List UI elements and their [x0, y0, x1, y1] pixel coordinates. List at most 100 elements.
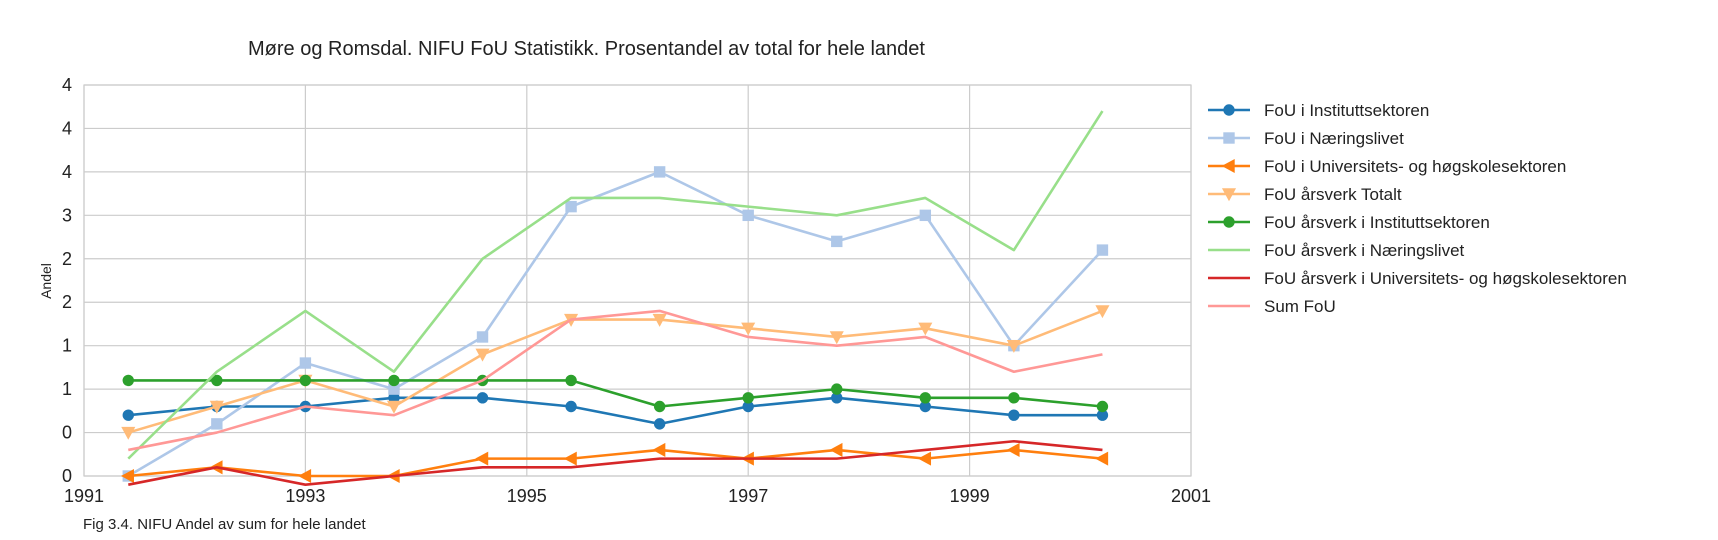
- data-point: [1008, 392, 1020, 404]
- y-tick-label: 3: [62, 205, 72, 225]
- x-tick-label: 1995: [507, 486, 547, 506]
- data-point: [299, 374, 312, 387]
- x-tick-label: 1997: [728, 486, 768, 506]
- legend-item: Sum FoU: [1208, 297, 1336, 316]
- legend-marker: [1223, 104, 1235, 116]
- data-point: [919, 209, 932, 222]
- legend-item: FoU årsverk Totalt: [1208, 185, 1402, 204]
- data-point: [918, 322, 933, 336]
- y-tick-label: 4: [62, 75, 72, 95]
- data-point: [742, 209, 754, 222]
- series-line: [127, 309, 1103, 434]
- series-6: [127, 110, 1104, 460]
- data-point: [475, 348, 490, 362]
- data-point: [476, 392, 489, 404]
- series-layer: [121, 110, 1110, 486]
- tick-labels: 1991 1993 1995 1997 1999 2001 0 0 1 1 2 2 3 4 4 4: [62, 75, 1211, 506]
- y-tick-label: 4: [62, 118, 72, 138]
- data-point: [1096, 244, 1109, 256]
- legend-label: FoU årsverk i Næringslivet: [1264, 241, 1465, 260]
- series-line: [128, 309, 1103, 452]
- x-tick-label: 1999: [950, 486, 990, 506]
- figure-caption: Fig 3.4. NIFU Andel av sum for hele land…: [83, 516, 366, 533]
- series-7: [128, 439, 1103, 486]
- data-point: [653, 166, 666, 178]
- legend-item: FoU i Universitets- og høgskolesektoren: [1208, 157, 1566, 176]
- legend-label: FoU årsverk Totalt: [1264, 185, 1402, 204]
- data-point: [298, 468, 312, 484]
- y-axis-label: Andel: [38, 263, 54, 299]
- legend-label: FoU årsverk i Instituttsektoren: [1264, 213, 1490, 232]
- legend-marker: [1223, 132, 1235, 144]
- legend-label: FoU i Universitets- og høgskolesektoren: [1264, 157, 1566, 176]
- data-point: [829, 331, 844, 345]
- legend-item: FoU årsverk i Instituttsektoren: [1208, 213, 1490, 232]
- data-point: [122, 409, 134, 421]
- data-point: [831, 235, 843, 248]
- x-tick-label: 1991: [64, 486, 104, 506]
- data-point: [209, 400, 224, 414]
- data-point: [1096, 400, 1109, 413]
- legend-label: FoU i Næringslivet: [1264, 129, 1404, 148]
- series-line: [127, 110, 1104, 460]
- y-tick-label: 4: [62, 162, 72, 182]
- chart-title: Møre og Romsdal. NIFU FoU Statistikk. Pr…: [248, 38, 925, 60]
- legend-item: FoU i Næringslivet: [1208, 129, 1404, 148]
- data-point: [565, 200, 577, 213]
- data-point: [299, 357, 312, 369]
- x-tick-label: 1993: [285, 486, 325, 506]
- grid: [83, 84, 1192, 477]
- data-point: [121, 468, 134, 484]
- data-point: [653, 400, 666, 413]
- data-point: [652, 442, 666, 457]
- data-point: [829, 442, 843, 457]
- legend-marker: [1221, 158, 1235, 174]
- data-point: [1008, 409, 1020, 421]
- y-tick-label: 1: [62, 336, 72, 356]
- legend-label: FoU årsverk i Universitets- og høgskoles…: [1264, 269, 1627, 288]
- legend-item: FoU i Instituttsektoren: [1208, 101, 1429, 120]
- series-line: [128, 439, 1103, 486]
- series-8: [128, 309, 1103, 452]
- data-point: [211, 418, 223, 430]
- series-line: [128, 396, 1103, 426]
- data-point: [475, 451, 489, 466]
- x-tick-label: 2001: [1171, 486, 1211, 506]
- series-3: [121, 442, 1109, 484]
- data-point: [386, 400, 402, 414]
- series-line: [127, 170, 1104, 478]
- series-line: [128, 379, 1103, 408]
- data-point: [388, 374, 400, 387]
- data-point: [741, 322, 756, 336]
- series-5: [122, 374, 1109, 413]
- data-point: [122, 374, 134, 387]
- legend: FoU i Instituttsektoren FoU i Næringslive…: [1208, 101, 1627, 316]
- legend-item: FoU årsverk i Næringslivet: [1208, 241, 1465, 260]
- legend-label: Sum FoU: [1264, 297, 1336, 316]
- series-2: [122, 166, 1109, 482]
- data-point: [653, 418, 666, 430]
- series-line: [128, 448, 1103, 478]
- data-point: [1006, 442, 1020, 457]
- data-point: [1095, 451, 1109, 466]
- data-point: [918, 451, 932, 466]
- y-tick-label: 0: [62, 466, 72, 486]
- y-tick-label: 2: [62, 249, 72, 269]
- y-tick-label: 1: [62, 379, 72, 399]
- data-point: [563, 451, 577, 466]
- y-tick-label: 2: [62, 292, 72, 312]
- y-tick-label: 0: [62, 423, 72, 443]
- data-point: [565, 374, 577, 387]
- data-point: [831, 383, 843, 395]
- data-point: [121, 426, 136, 440]
- plot-area: [83, 84, 1192, 477]
- data-point: [211, 374, 223, 387]
- data-point: [565, 400, 577, 413]
- series-4: [121, 305, 1110, 440]
- data-point: [1095, 305, 1110, 319]
- data-point: [1006, 339, 1021, 353]
- data-point: [919, 392, 932, 404]
- legend-label: FoU i Instituttsektoren: [1264, 101, 1429, 120]
- data-point: [476, 331, 489, 343]
